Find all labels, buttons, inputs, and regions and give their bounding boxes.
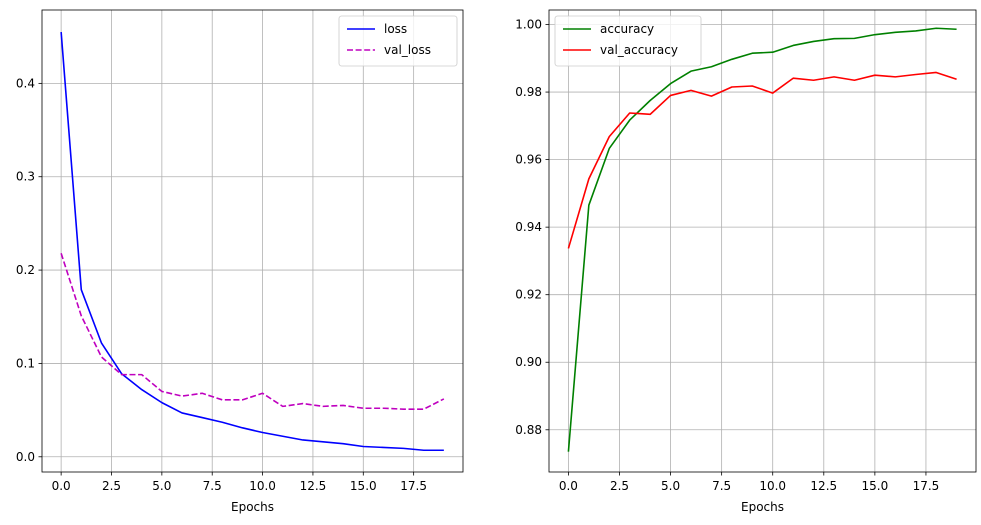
loss-x-tick-label: 15.0: [350, 479, 377, 493]
accuracy-y-tick-label: 0.90: [515, 355, 542, 369]
series-line-val-loss: [60, 253, 445, 410]
loss-y-tick-label: 0.0: [16, 450, 35, 464]
accuracy-subplot: 0.0 2.5 5.0 7.5 10.0 12.5 15.0 17.5 0.88 0.90 0.92…: [515, 9, 977, 514]
loss-grid: [42, 10, 463, 472]
accuracy-x-tick-label: 12.5: [810, 479, 837, 493]
accuracy-x-tick-label: 10.0: [759, 479, 786, 493]
accuracy-x-tick-label: 5.0: [661, 479, 680, 493]
loss-x-tick-label: 17.5: [400, 479, 427, 493]
loss-y-tick-label: 0.1: [16, 356, 35, 370]
series-line-val-accuracy: [567, 71, 957, 249]
loss-y-tick-label: 0.2: [16, 263, 35, 277]
loss-axes-frame: [41, 9, 464, 473]
legend-label-loss: loss: [384, 22, 407, 36]
accuracy-y-tick-label: 0.96: [515, 153, 542, 167]
loss-series-group: [60, 31, 445, 452]
series-line-accuracy: [567, 27, 957, 452]
loss-subplot: 0.0 2.5 5.0 7.5 10.0 12.5 15.0 17.5 0.0 0.1 0.2 0.3…: [16, 9, 464, 514]
legend-label-accuracy: accuracy: [600, 22, 654, 36]
accuracy-x-axis-label: Epochs: [741, 500, 784, 514]
loss-x-tick-label: 10.0: [249, 479, 276, 493]
accuracy-x-tick-label: 15.0: [862, 479, 889, 493]
accuracy-x-tick-label: 2.5: [610, 479, 629, 493]
loss-x-tick-label: 12.5: [300, 479, 327, 493]
accuracy-x-tick-label: 7.5: [712, 479, 731, 493]
accuracy-series-group: [567, 27, 957, 452]
loss-x-axis-label: Epochs: [231, 500, 274, 514]
accuracy-axes-frame: [548, 9, 977, 473]
loss-ticks: 0.0 2.5 5.0 7.5 10.0 12.5 15.0 17.5 0.0 0.1 0.2 0.3…: [16, 76, 427, 493]
accuracy-y-tick-label: 0.92: [515, 288, 542, 302]
accuracy-grid: [549, 10, 976, 472]
loss-y-tick-label: 0.3: [16, 170, 35, 184]
loss-x-tick-label: 2.5: [102, 479, 121, 493]
accuracy-y-tick-label: 1.00: [515, 18, 542, 32]
legend-label-val-accuracy: val_accuracy: [600, 43, 678, 57]
accuracy-legend: accuracy val_accuracy: [554, 15, 702, 67]
accuracy-ticks: 0.0 2.5 5.0 7.5 10.0 12.5 15.0 17.5 0.88 0.90 0.92…: [515, 18, 939, 493]
loss-x-tick-label: 0.0: [52, 479, 71, 493]
loss-x-tick-label: 7.5: [203, 479, 222, 493]
loss-legend: loss val_loss: [338, 15, 458, 67]
loss-y-tick-label: 0.4: [16, 76, 35, 90]
accuracy-x-tick-label: 17.5: [913, 479, 940, 493]
accuracy-y-tick-label: 0.94: [515, 220, 542, 234]
accuracy-y-tick-label: 0.88: [515, 423, 542, 437]
loss-x-tick-label: 5.0: [152, 479, 171, 493]
legend-box: [554, 15, 702, 67]
accuracy-y-tick-label: 0.98: [515, 85, 542, 99]
series-line-loss: [60, 31, 444, 452]
legend-label-val-loss: val_loss: [384, 43, 431, 57]
accuracy-x-tick-label: 0.0: [559, 479, 578, 493]
